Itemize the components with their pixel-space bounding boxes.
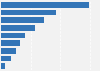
- Bar: [1, 40, 20, 46]
- Bar: [1, 25, 35, 31]
- Bar: [1, 33, 25, 38]
- Bar: [1, 63, 6, 69]
- Bar: [1, 56, 10, 61]
- Bar: [1, 48, 16, 54]
- Bar: [1, 17, 44, 23]
- Bar: [1, 2, 89, 8]
- Bar: [1, 10, 56, 15]
